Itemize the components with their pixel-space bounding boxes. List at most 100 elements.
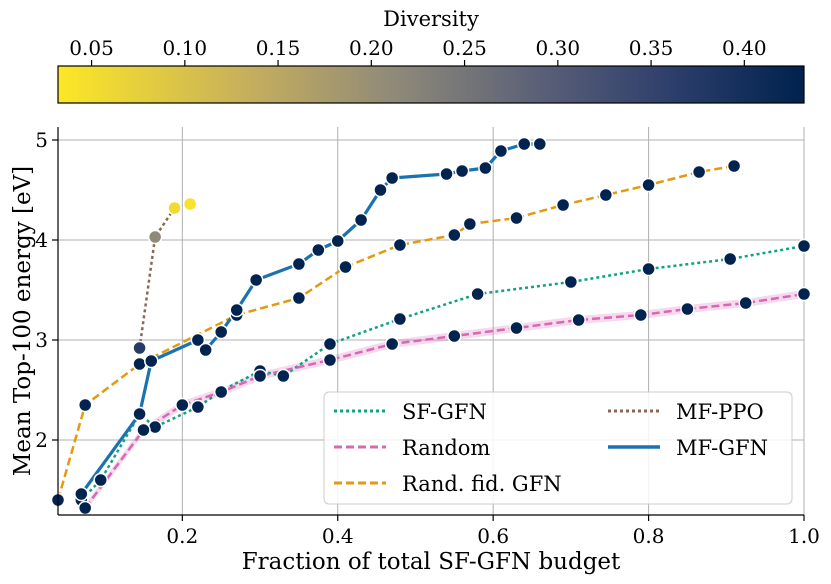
data-point-sf-gfn [276, 368, 291, 384]
x-tick-label: 0.6 [477, 524, 509, 548]
data-point-mf-gfn [532, 136, 548, 152]
legend-item-sf-gfn: SF-GFN [334, 400, 487, 424]
data-point-sf-gfn [93, 472, 108, 488]
y-axis-label: Mean Top-100 energy [eV] [10, 166, 36, 476]
colorbar-tick-label: 0.10 [163, 36, 208, 60]
data-point-random [633, 307, 649, 323]
data-point-mf-gfn [384, 170, 400, 186]
data-point-rand-fid-gfn [555, 197, 571, 213]
data-point-mf-ppo [182, 196, 198, 212]
y-tick-label: 2 [35, 428, 48, 452]
data-point-rand-fid-gfn [509, 210, 524, 226]
x-tick-label: 1.0 [788, 524, 820, 548]
legend-label-random: Random [402, 436, 490, 460]
data-point-rand-fid-gfn [447, 227, 462, 243]
legend-label-mf-gfn: MF-GFN [676, 436, 768, 460]
data-point-sf-gfn [470, 286, 485, 302]
data-point-mf-ppo [132, 340, 147, 356]
colorbar-tick-label: 0.05 [69, 36, 114, 60]
y-tick-label: 3 [35, 328, 48, 352]
data-point-rand-fid-gfn [462, 216, 478, 232]
colorbar-label: Diversity [383, 7, 479, 31]
data-point-random [322, 352, 338, 368]
data-point-mf-gfn [311, 242, 326, 258]
colorbar-tick-label: 0.30 [536, 36, 581, 60]
data-point-mf-gfn [132, 406, 147, 422]
data-point-mf-ppo [167, 200, 182, 216]
colorbar-tick-label: 0.20 [349, 36, 394, 60]
data-point-random [796, 286, 812, 302]
data-point-random [384, 336, 400, 352]
legend-label-mf-ppo: MF-PPO [676, 400, 764, 424]
legend-item-random: Random [334, 436, 490, 460]
data-point-rand-fid-gfn [726, 158, 742, 174]
data-point-rand-fid-gfn [598, 187, 614, 203]
data-point-rand-fid-gfn [691, 164, 707, 180]
data-point-rand-fid-gfn [338, 259, 353, 275]
legend-item-mf-gfn: MF-GFN [608, 436, 768, 460]
data-point-mf-gfn [229, 302, 244, 318]
data-point-random [680, 301, 695, 317]
data-point-sf-gfn [796, 238, 812, 254]
data-point-mf-gfn [291, 256, 307, 272]
data-point-random [213, 384, 229, 400]
y-tick-label: 4 [35, 228, 48, 252]
y-tick-label: 5 [35, 128, 48, 152]
colorbar-tick-label: 0.35 [629, 36, 674, 60]
data-point-rand-fid-gfn [291, 290, 307, 306]
data-point-random [175, 397, 190, 413]
data-point-sf-gfn [641, 261, 656, 277]
colorbar-tick-label: 0.15 [256, 36, 301, 60]
data-point-sf-gfn [563, 274, 579, 290]
series-line-sf-gfn [80, 244, 804, 501]
data-point-rand-fid-gfn [77, 397, 93, 413]
data-point-mf-gfn [330, 233, 345, 249]
data-point-rand-fid-gfn [132, 356, 147, 372]
data-point-sf-gfn [322, 336, 338, 352]
data-point-random [136, 422, 151, 438]
data-point-random [77, 500, 93, 516]
legend-box [323, 391, 793, 505]
data-point-mf-gfn [198, 342, 213, 358]
colorbar-tick-label: 0.25 [442, 36, 487, 60]
data-point-random [252, 368, 268, 384]
data-point-random [509, 320, 524, 336]
data-point-mf-ppo [147, 229, 163, 245]
data-point-random [447, 328, 462, 344]
colorbar-ticks: 0.05 0.10 0.15 0.20 0.25 0.30 0.35 0.40 [69, 36, 767, 66]
marker-layer [50, 136, 812, 516]
data-point-mf-gfn [478, 160, 493, 176]
data-point-mf-gfn [493, 143, 509, 159]
data-point-mf-gfn [248, 272, 264, 288]
data-point-mf-gfn [439, 166, 454, 182]
colorbar-tick-label: 0.40 [722, 36, 767, 60]
x-tick-label: 0.4 [322, 524, 354, 548]
axis-ticks: 0.2 0.4 0.6 0.8 1.0 2 3 4 5 [35, 128, 820, 548]
data-point-mf-gfn [213, 324, 229, 340]
data-point-rand-fid-gfn [641, 177, 656, 193]
data-point-sf-gfn [392, 311, 408, 327]
data-point-mf-gfn [454, 163, 470, 179]
legend-item-rand-fid-gfn: Rand. fid. GFN [334, 472, 562, 496]
data-point-sf-gfn [722, 251, 738, 267]
series-band-random [85, 290, 804, 512]
data-point-mf-gfn [144, 353, 159, 369]
x-axis-label: Fraction of total SF-GFN budget [242, 549, 621, 575]
x-tick-label: 0.8 [633, 524, 665, 548]
random-band [85, 290, 804, 512]
data-point-sf-gfn [190, 399, 206, 415]
data-point-mf-gfn [373, 182, 388, 198]
data-point-mf-gfn [517, 136, 532, 152]
data-point-sf-gfn [147, 419, 163, 435]
data-point-mf-gfn [190, 332, 206, 348]
data-point-random [571, 312, 586, 328]
colorbar [57, 65, 805, 104]
legend-item-mf-ppo: MF-PPO [608, 400, 764, 424]
data-point-mf-gfn [74, 486, 89, 502]
legend-label-sf-gfn: SF-GFN [402, 400, 487, 424]
legend: SF-GFN Random Rand. fid. GFN MF-PPO MF-G… [323, 391, 793, 505]
data-point-rand-fid-gfn [392, 237, 408, 253]
legend-label-rand-fid-gfn: Rand. fid. GFN [402, 472, 562, 496]
series-line-mf-ppo [138, 202, 191, 349]
